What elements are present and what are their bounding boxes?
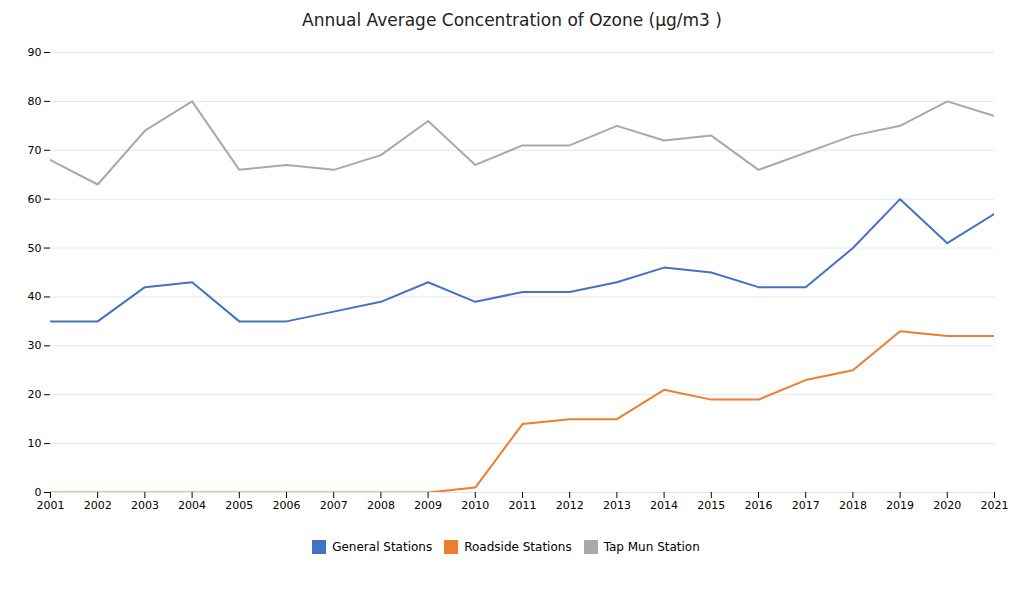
svg-text:30: 30 — [28, 339, 42, 352]
svg-text:2006: 2006 — [273, 499, 301, 512]
html-text:General Stations: General Stations — [332, 539, 433, 554]
svg-text:2004: 2004 — [178, 499, 206, 512]
svg-text:2019: 2019 — [886, 499, 914, 512]
svg-text:50: 50 — [28, 242, 42, 255]
svg-text:2014: 2014 — [650, 499, 678, 512]
svg-text:2003: 2003 — [131, 499, 159, 512]
svg-text:40: 40 — [28, 290, 42, 303]
svg-text:2007: 2007 — [320, 499, 348, 512]
svg-text:2001: 2001 — [37, 499, 65, 512]
svg-text:90: 90 — [28, 46, 42, 59]
html-text:Roadside Stations: Roadside Stations — [464, 539, 572, 554]
svg-text:2020: 2020 — [933, 499, 961, 512]
svg-text:60: 60 — [28, 193, 42, 206]
html-text:Tap Mun Station: Tap Mun Station — [603, 539, 700, 554]
svg-text:2012: 2012 — [556, 499, 584, 512]
svg-text:2017: 2017 — [792, 499, 820, 512]
svg-text:2016: 2016 — [745, 499, 773, 512]
svg-text:2008: 2008 — [367, 499, 395, 512]
svg-text:10: 10 — [28, 437, 42, 450]
svg-text:2010: 2010 — [461, 499, 489, 512]
svg-text:20: 20 — [28, 388, 42, 401]
svg-text:0: 0 — [35, 486, 42, 499]
html-text:Annual Average Concentration o: Annual Average Concentration of Ozone (μ… — [302, 10, 722, 30]
svg-text:2013: 2013 — [603, 499, 631, 512]
svg-text:80: 80 — [28, 95, 42, 108]
svg-text:2002: 2002 — [84, 499, 112, 512]
svg-text:2009: 2009 — [414, 499, 442, 512]
svg-text:2018: 2018 — [839, 499, 867, 512]
svg-text:2015: 2015 — [697, 499, 725, 512]
svg-text:2021: 2021 — [981, 499, 1009, 512]
svg-text:70: 70 — [28, 144, 42, 157]
svg-text:2005: 2005 — [225, 499, 253, 512]
svg-text:2011: 2011 — [509, 499, 537, 512]
